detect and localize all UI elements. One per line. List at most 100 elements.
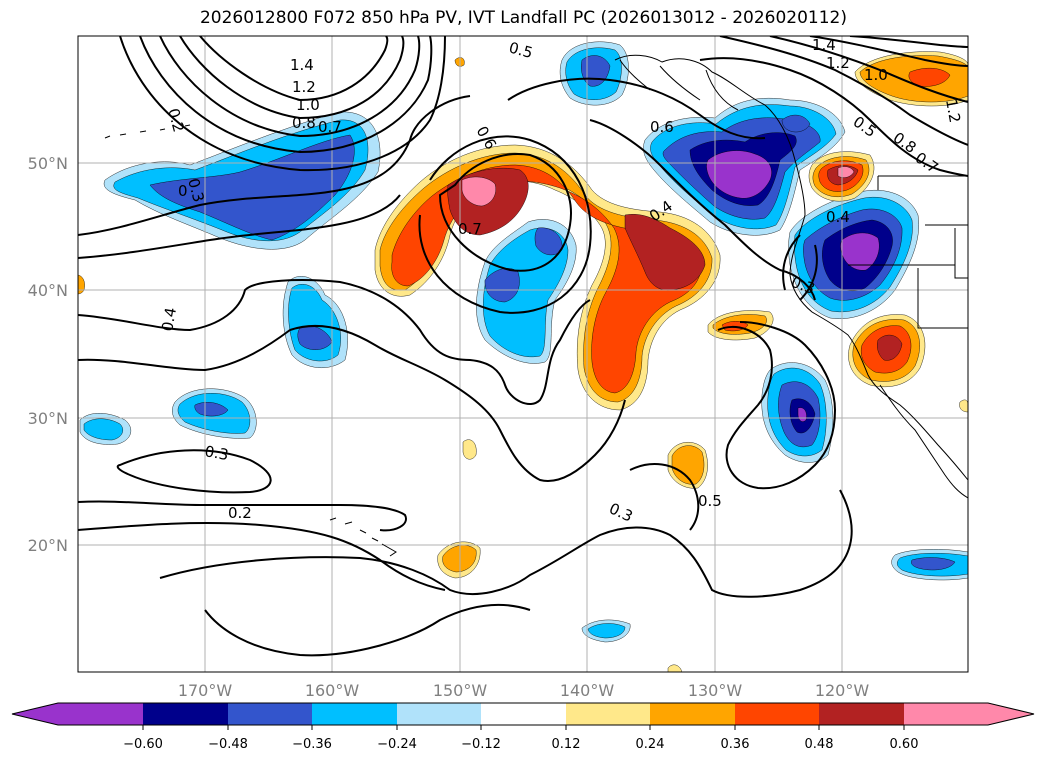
contour-0-4-west	[78, 279, 591, 405]
state-borders	[848, 175, 968, 329]
map-panel	[78, 36, 968, 672]
lat-label-20n: 20°N	[28, 536, 68, 555]
lat-label-40n: 40°N	[28, 281, 68, 300]
positive-anomaly-tiny-mid	[462, 439, 477, 460]
contour-label: 0.8	[292, 114, 316, 132]
positive-anomaly-123w	[808, 151, 875, 202]
contour-label: 0.4	[158, 306, 180, 333]
colorbar-tick-label: −0.60	[123, 737, 163, 752]
colorbar-tick-label: 0.36	[721, 737, 750, 752]
contour-0-4-east	[589, 119, 816, 301]
colorbar-swatch	[481, 703, 566, 725]
negative-anomaly-160w	[282, 276, 348, 368]
contour-0-2-north	[78, 95, 471, 236]
aleutian-islands	[104, 124, 191, 139]
contour-0-7-ring	[438, 153, 572, 272]
contour-label: 1.4	[812, 36, 836, 54]
contour-1-0-east	[769, 36, 968, 103]
contour-0-6-ring	[418, 135, 592, 314]
colorbar-tick-label: 0.12	[552, 737, 581, 752]
contour-label: 1.4	[290, 56, 314, 74]
negative-anomaly-small-south	[581, 619, 631, 643]
lon-label-160w: 160°W	[305, 681, 360, 700]
positive-anomaly-socal	[848, 314, 926, 388]
colorbar-tick-label: −0.24	[377, 737, 417, 752]
lon-label-140w: 140°W	[560, 681, 615, 700]
colorbar-ticks	[142, 725, 905, 730]
contour-label: 0.7	[318, 118, 342, 136]
contour-label: 0.2	[228, 504, 252, 522]
colorbar-swatch	[819, 703, 904, 725]
colorbar-swatch	[143, 703, 228, 725]
colorbar-tick-label: −0.12	[461, 737, 501, 752]
colorbar-swatch	[650, 703, 735, 725]
contour-0-3-mid	[78, 324, 626, 482]
contour-label: 1.0	[864, 66, 888, 84]
contour-1-4-east	[849, 36, 968, 48]
colorbar-tick-label: −0.36	[292, 737, 332, 752]
contour-0-5-east	[699, 57, 968, 177]
lon-label-170w: 170°W	[178, 681, 233, 700]
colorbar-tick-label: 0.48	[805, 737, 834, 752]
colorbar-tick-label: 0.60	[890, 737, 919, 752]
positive-anomaly-150w-south	[437, 541, 481, 579]
contour-label: 0	[178, 182, 188, 200]
coastlines	[104, 54, 968, 557]
contour-label: 0.4	[826, 208, 850, 226]
contour-0-3-coast	[782, 234, 818, 301]
colorbar-swatch	[397, 703, 481, 725]
negative-anomaly-mexico	[891, 549, 968, 581]
positive-anomaly-tiny-south	[667, 664, 683, 672]
contour-1-0	[159, 36, 421, 138]
positive-anomaly-top-right	[854, 51, 968, 107]
colorbar-over-arrow	[904, 703, 1034, 725]
baja-california-coast	[879, 384, 968, 499]
contour-0-3-far-south	[159, 489, 853, 598]
positive-anomaly-133w	[707, 310, 774, 341]
negative-anomaly-147w	[476, 219, 577, 364]
contour-0-6-north	[507, 77, 766, 140]
contour-0-2-south	[78, 500, 407, 532]
colorbar-outline	[11, 702, 1035, 726]
contour-0-8	[139, 36, 433, 154]
pv-contours	[78, 36, 968, 657]
colorbar-swatch	[566, 703, 650, 725]
contour-0-7-east	[719, 36, 968, 146]
negative-anomaly-125w	[761, 362, 834, 463]
hawaiian-islands	[329, 517, 397, 557]
contour-label: 1.2	[942, 98, 964, 125]
negative-anomaly-168w	[172, 388, 257, 439]
contour-0-3-south	[116, 449, 272, 494]
contour-label: 0.6	[650, 118, 674, 136]
contour-0-5-ring	[717, 321, 837, 490]
gridlines	[78, 36, 968, 672]
lon-label-130w: 130°W	[688, 681, 743, 700]
contour-1-2	[179, 36, 405, 120]
positive-anomaly-arc	[374, 144, 721, 411]
negative-anomaly-left-edge	[79, 413, 132, 445]
north-america-coast	[614, 54, 968, 481]
longitude-labels: 170°W 160°W 150°W 140°W 130°W 120°W	[178, 681, 870, 700]
negative-anomaly-california	[788, 189, 919, 319]
colorbar-swatch	[312, 703, 397, 725]
negative-anomaly-gulf-of-alaska	[559, 41, 629, 106]
lat-label-50n: 50°N	[28, 154, 68, 173]
contour-label: 1.2	[826, 54, 850, 72]
contour-label: 0.5	[507, 38, 535, 62]
contour-0-7	[119, 36, 446, 172]
colorbar-swatch	[228, 703, 312, 725]
contour-0-2-far-south	[78, 521, 531, 657]
contour-0-north	[78, 194, 401, 259]
latitude-labels: 50°N 40°N 30°N 20°N	[28, 154, 68, 555]
contour-label: 0.3	[184, 176, 208, 204]
colorbar-under-arrow	[12, 703, 143, 725]
contour-label: 0.7	[458, 220, 482, 238]
contour-label: 0.5	[698, 492, 722, 510]
negative-anomaly-pacific-northwest	[643, 98, 846, 236]
contour-1-2-east	[809, 36, 968, 67]
map-title: 2026012800 F072 850 hPa PV, IVT Landfall…	[199, 8, 847, 28]
colorbar: −0.60 −0.48 −0.36 −0.24 −0.12 0.12 0.24 …	[11, 702, 1035, 752]
contour-label: 1.2	[292, 78, 316, 96]
lon-label-120w: 120°W	[815, 681, 870, 700]
positive-anomaly-tiny-east	[959, 399, 968, 413]
